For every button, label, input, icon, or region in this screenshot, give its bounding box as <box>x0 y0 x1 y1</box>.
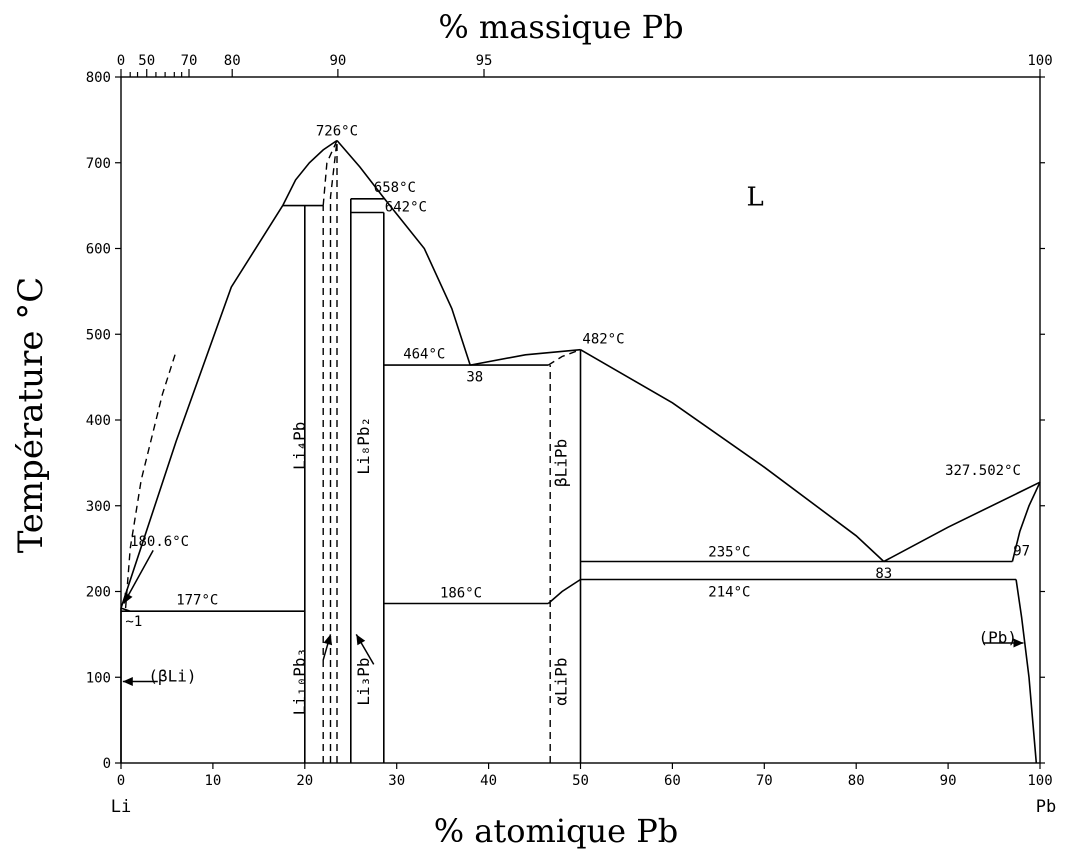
y-tick-label: 700 <box>86 156 111 172</box>
top-tick-label: 0 <box>117 53 125 69</box>
x-tick-label: 60 <box>664 773 681 789</box>
phase-arrows <box>122 549 1024 686</box>
y-ticks: 0 100 200 300 400 500 600 700 800 <box>86 70 1045 772</box>
phase-boundaries-dashed <box>124 140 581 763</box>
arrow-shaft <box>123 549 154 604</box>
left-end-label: Li <box>111 797 131 817</box>
phase-label: (βLi) <box>148 667 196 686</box>
phase-label: Li₃Pb <box>354 657 373 705</box>
top-tick-label: 95 <box>476 53 493 69</box>
y-tick-label: 400 <box>86 413 111 429</box>
temperature-label: 235°C <box>708 544 750 560</box>
phase-boundary-line <box>120 607 131 612</box>
phase-boundary-dashed-line <box>124 351 177 609</box>
temperature-labels: 726°C 658°C 642°C 464°C 482°C 327.502°C 180.6°… <box>130 123 1021 608</box>
composition-label: ~1 <box>125 614 142 630</box>
y-tick-label: 800 <box>86 70 111 86</box>
top-tick-label: 70 <box>181 53 198 69</box>
phase-boundary-line <box>470 348 581 366</box>
temperature-label: 726°C <box>316 123 358 139</box>
chart-y-axis-title: Température °C <box>11 277 51 554</box>
phase-boundary-line <box>1015 579 1038 764</box>
phase-label: Li₁₀Pb₃ <box>290 648 309 715</box>
phase-boundary-line <box>120 205 284 609</box>
composition-label: 38 <box>466 369 483 385</box>
temperature-label: 177°C <box>176 592 218 608</box>
x-tick-label: 50 <box>572 773 589 789</box>
top-tick-label: 100 <box>1027 53 1052 69</box>
arrow-head <box>356 634 366 646</box>
top-ticks: 0 50 70 80 90 95 100 <box>117 53 1053 77</box>
region-label: L <box>746 183 763 213</box>
phase-boundary-line <box>883 481 1041 563</box>
phase-boundary-line <box>580 349 885 563</box>
y-tick-label: 600 <box>86 242 111 258</box>
x-tick-label: 20 <box>296 773 313 789</box>
temperature-label: 482°C <box>582 332 624 348</box>
temperature-label: 464°C <box>403 346 445 362</box>
y-tick-label: 0 <box>103 756 111 772</box>
x-tick-label: 90 <box>940 773 957 789</box>
phase-label: Li₈Pb₂ <box>354 417 373 475</box>
arrow-head <box>123 592 133 604</box>
temperature-label: 214°C <box>708 585 750 601</box>
temperature-label: 327.502°C <box>945 463 1021 479</box>
y-tick-label: 500 <box>86 327 111 343</box>
x-ticks: 0 10 20 30 40 50 60 70 80 90 100 <box>117 763 1053 789</box>
arrow-head <box>323 634 333 646</box>
phase-label: Li₄Pb <box>290 422 309 470</box>
top-tick-label: 80 <box>224 53 241 69</box>
arrow-head <box>122 677 133 686</box>
composition-labels: 38 83 97 ~1 <box>125 369 1030 629</box>
x-tick-label: 10 <box>204 773 221 789</box>
region-labels: L <box>746 183 763 213</box>
top-tick-label: 50 <box>138 53 155 69</box>
phase-boundary-dashed-line <box>547 349 581 366</box>
phase-label: (Pb) <box>978 628 1017 647</box>
phase-labels: Li₄Pb Li₈Pb₂ βLiPb αLiPb Li₁₀Pb₃ Li₃Pb (βLi) (P… <box>148 417 1017 715</box>
composition-label: 97 <box>1013 543 1030 559</box>
temperature-label: 186°C <box>440 586 482 602</box>
phase-boundary-line <box>547 578 581 605</box>
y-tick-label: 300 <box>86 499 111 515</box>
top-tick-label: 90 <box>329 53 346 69</box>
temperature-label: 658°C <box>374 180 416 196</box>
phase-boundaries <box>120 139 1041 764</box>
x-tick-label: 30 <box>388 773 405 789</box>
x-tick-label: 80 <box>848 773 865 789</box>
phase-boundary-dashed-line <box>329 140 338 763</box>
arrow-head <box>1013 638 1024 648</box>
composition-label: 83 <box>875 566 892 582</box>
phase-label: αLiPb <box>552 657 571 705</box>
temperature-label: 642°C <box>385 200 427 216</box>
x-tick-label: 100 <box>1027 773 1052 789</box>
phase-label: βLiPb <box>552 439 571 487</box>
chart-bottom-axis-title: % atomique Pb <box>434 812 679 850</box>
temperature-label: 180.6°C <box>130 534 189 550</box>
right-end-label: Pb <box>1036 797 1056 817</box>
x-tick-label: 0 <box>117 773 125 789</box>
y-tick-label: 100 <box>86 670 111 686</box>
phase-boundary-line <box>281 139 338 206</box>
x-tick-label: 70 <box>756 773 773 789</box>
y-tick-label: 200 <box>86 585 111 601</box>
x-tick-label: 40 <box>480 773 497 789</box>
phase-boundary-line <box>336 139 471 366</box>
phase-boundary-line <box>1011 481 1041 562</box>
chart-top-axis-title: % massique Pb <box>438 8 683 46</box>
phase-boundary-dashed-line <box>322 140 338 206</box>
